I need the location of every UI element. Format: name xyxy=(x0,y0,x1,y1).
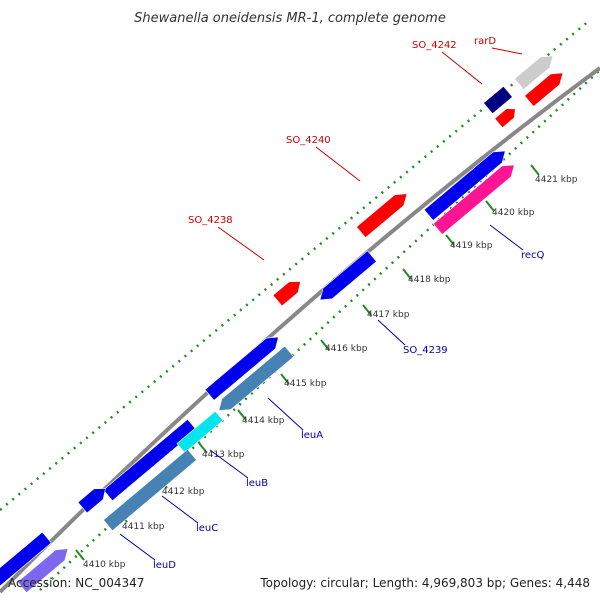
tick-label: 4412 kbp xyxy=(162,487,205,497)
leader-line xyxy=(209,449,249,479)
leader-line xyxy=(119,533,156,561)
gene-so-4239 xyxy=(319,250,377,301)
leader-line xyxy=(377,319,406,346)
gene-leub xyxy=(176,410,224,454)
tick-label: 4415 kbp xyxy=(284,379,327,389)
tick-mark xyxy=(485,200,495,212)
gene-so-4238 xyxy=(272,281,301,307)
forward-gene-label: SO_4240 xyxy=(286,135,331,146)
tick-label: 4410 kbp xyxy=(83,560,126,570)
gene-so-4240 xyxy=(356,193,408,239)
gene-so-4242 xyxy=(494,108,516,129)
reverse-gene-label: recQ xyxy=(521,250,545,261)
reverse-gene-label: leuA xyxy=(301,430,323,441)
tick-label: 4417 kbp xyxy=(367,310,410,320)
forward-gene-label: rarD xyxy=(474,36,496,47)
leader-line xyxy=(267,397,304,431)
backbone-line xyxy=(0,66,600,594)
tick-label: 4414 kbp xyxy=(242,416,285,426)
reverse-gene-label: SO_4239 xyxy=(403,345,448,356)
tick-mark xyxy=(530,164,540,176)
tick-mark xyxy=(445,234,455,246)
gene-rard xyxy=(514,55,554,90)
tick-label: 4420 kbp xyxy=(492,208,535,218)
tick-label: 4418 kbp xyxy=(408,275,451,285)
reverse-gene-label: leuC xyxy=(196,523,218,534)
tick-label: 4416 kbp xyxy=(325,344,368,354)
tick-mark xyxy=(237,409,247,421)
tick-label: 4413 kbp xyxy=(202,450,245,460)
leader-line xyxy=(315,146,361,182)
gene-labels: rarD SO_4242 SO_4240 SO_4238 recQ SO_4239 leuA… xyxy=(119,36,545,571)
map-title: Shewanella oneidensis MR-1, complete gen… xyxy=(134,11,446,26)
tick-mark xyxy=(280,373,290,385)
tick-mark xyxy=(75,549,85,561)
accession-text: Accession: NC_004347 xyxy=(8,576,145,590)
leader-line xyxy=(161,495,199,524)
gene-features xyxy=(0,55,564,594)
leader-line xyxy=(489,224,524,251)
gene-leua xyxy=(218,345,295,411)
tick-label: 4419 kbp xyxy=(450,241,493,251)
tick-label: 4411 kbp xyxy=(122,522,165,532)
tick-mark xyxy=(320,339,330,351)
tick-mark xyxy=(402,268,412,280)
gene-leuc-small xyxy=(77,488,106,514)
gene-so-4242-rev xyxy=(423,150,506,221)
gene-leua-fwd xyxy=(204,336,279,401)
forward-gene-label: SO_4242 xyxy=(412,40,457,51)
leader-line xyxy=(217,226,265,261)
gene-so-4241 xyxy=(524,72,564,107)
tick-mark xyxy=(362,304,372,316)
gene-leud xyxy=(17,548,69,594)
reverse-gene-label: leuB xyxy=(246,478,268,489)
reverse-gene-label: leuD xyxy=(153,560,176,571)
tick-label: 4421 kbp xyxy=(535,175,578,185)
tick-mark xyxy=(198,442,208,454)
leader-line xyxy=(491,47,523,55)
forward-gene-label: SO_4238 xyxy=(188,215,233,226)
gene-so-4242-a xyxy=(483,85,513,115)
genome-backbone xyxy=(0,66,600,594)
gene-recq xyxy=(432,164,515,235)
gene-leud-fwd xyxy=(0,531,52,587)
leader-line xyxy=(441,51,483,85)
genome-summary-text: Topology: circular; Length: 4,969,803 bp… xyxy=(260,576,590,590)
gene-leuc xyxy=(102,448,198,532)
tick-labels: 4410 kbp 4411 kbp 4412 kbp 4413 kbp 4414 kbp… xyxy=(83,175,578,570)
